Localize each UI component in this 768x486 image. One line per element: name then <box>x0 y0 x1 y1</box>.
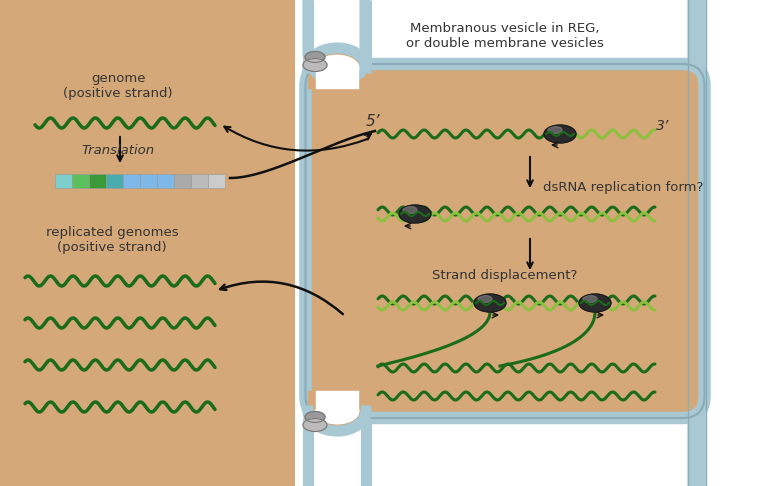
FancyBboxPatch shape <box>306 64 704 418</box>
Text: Strand displacement?: Strand displacement? <box>432 270 578 282</box>
Ellipse shape <box>478 295 492 302</box>
Ellipse shape <box>474 294 506 312</box>
Text: genome
(positive strand): genome (positive strand) <box>63 72 173 100</box>
Bar <box>140 174 157 188</box>
Ellipse shape <box>544 125 576 143</box>
Bar <box>157 174 174 188</box>
Bar <box>55 174 71 188</box>
Bar <box>174 174 190 188</box>
Ellipse shape <box>579 294 611 312</box>
Text: dsRNA replication form?: dsRNA replication form? <box>543 181 703 194</box>
Bar <box>89 174 105 188</box>
Bar <box>106 174 123 188</box>
Text: replicated genomes
(positive strand): replicated genomes (positive strand) <box>45 226 178 254</box>
Ellipse shape <box>305 412 325 422</box>
Bar <box>72 174 88 188</box>
Ellipse shape <box>305 52 325 63</box>
Polygon shape <box>308 0 365 76</box>
Text: 5’: 5’ <box>366 115 380 129</box>
Text: Translation: Translation <box>81 143 154 156</box>
Ellipse shape <box>583 295 597 302</box>
Ellipse shape <box>303 418 327 432</box>
Bar <box>191 174 207 188</box>
Text: Membranous vesicle in REG,
or double membrane vesicles: Membranous vesicle in REG, or double mem… <box>406 22 604 50</box>
Ellipse shape <box>548 126 562 134</box>
Ellipse shape <box>303 58 327 71</box>
Ellipse shape <box>403 207 417 213</box>
Text: 3’: 3’ <box>657 119 670 133</box>
Polygon shape <box>0 0 295 486</box>
Bar <box>208 174 224 188</box>
Bar <box>123 174 140 188</box>
Ellipse shape <box>399 205 431 223</box>
